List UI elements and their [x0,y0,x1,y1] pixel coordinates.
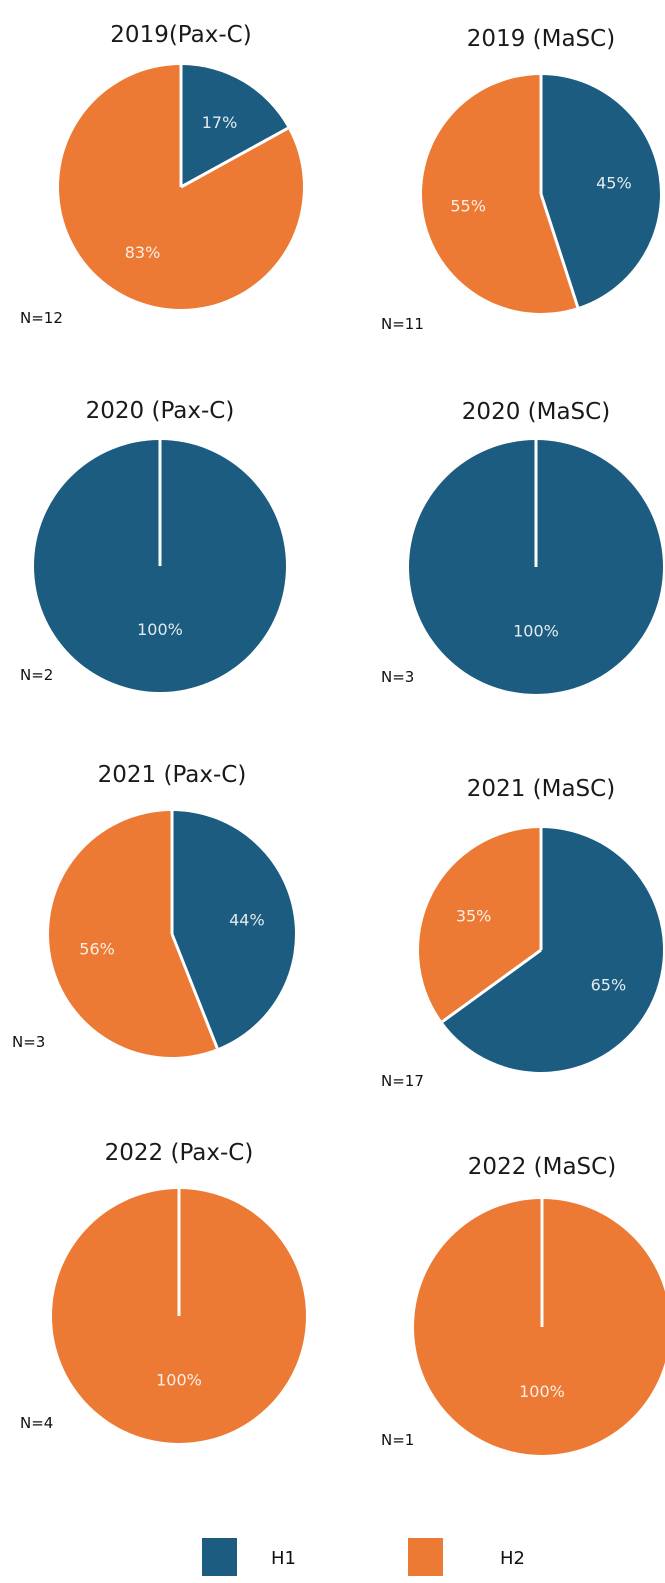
chart-title: 2020 (Pax-C) [86,398,235,424]
slice-divider [539,193,580,308]
pie-slice-h1 [181,65,288,187]
pie-slice-h1 [172,811,296,1049]
pie-chart-7: 100% 2022 (Pax-C) N=4 [20,1140,306,1443]
sample-size-label: N=12 [20,309,63,327]
pie-chart-2: 45% 55% 2019 (MaSC) N=11 [381,26,660,333]
sample-size-label: N=4 [20,1414,53,1432]
pie-slice-h2 [419,828,541,1022]
slice-label: 100% [156,1371,202,1390]
slice-divider [170,933,219,1049]
chart-title: 2022 (MaSC) [468,1154,616,1180]
sample-size-label: N=11 [381,315,424,333]
slice-label: 45% [596,173,632,192]
pie-slice-h2 [422,75,578,313]
pie-slice-h2 [49,811,218,1057]
slice-label: 100% [519,1382,565,1401]
sample-size-label: N=3 [381,668,414,686]
slice-label: 55% [450,197,486,216]
legend-label-h2: H2 [500,1548,525,1569]
slice-divider [441,948,542,1023]
chart-title: 2020 (MaSC) [462,399,610,425]
pie-slice-h1 [541,75,660,308]
legend-label-h1: H1 [271,1548,296,1569]
chart-title: 2019 (MaSC) [467,26,615,52]
legend: H1 H2 [202,1538,525,1576]
slice-label: 65% [591,975,627,994]
slice-label: 56% [79,939,115,958]
slice-label: 100% [137,620,183,639]
chart-title: 2019(Pax-C) [110,22,251,48]
pie-slice-h1 [442,828,663,1072]
pie-chart-3: 100% 2020 (Pax-C) N=2 [20,398,286,692]
pie-chart-1: 17% 83% 2019(Pax-C) N=12 [20,22,304,327]
sample-size-label: N=17 [381,1072,424,1090]
legend-swatch-h2 [408,1538,443,1576]
chart-title: 2022 (Pax-C) [105,1140,254,1166]
sample-size-label: N=3 [12,1033,45,1051]
pie-chart-4: 100% 2020 (MaSC) N=3 [381,399,663,694]
pie-chart-5: 44% 56% 2021 (Pax-C) N=3 [12,762,296,1057]
pie-chart-8: 100% 2022 (MaSC) N=1 [381,1154,665,1455]
legend-swatch-h1 [202,1538,237,1576]
chart-title: 2021 (MaSC) [467,776,615,802]
pie-chart-6: 65% 35% 2021 (MaSC) N=17 [381,776,663,1090]
slice-label: 35% [456,907,492,926]
sample-size-label: N=1 [381,1431,414,1449]
slice-label: 17% [202,113,238,132]
pie-slice-h2 [414,1199,665,1455]
slice-label: 44% [229,911,265,930]
chart-title: 2021 (Pax-C) [98,762,247,788]
slice-label: 100% [513,622,559,641]
sample-size-label: N=2 [20,666,53,684]
slice-divider [180,126,289,189]
slice-label: 83% [125,243,161,262]
